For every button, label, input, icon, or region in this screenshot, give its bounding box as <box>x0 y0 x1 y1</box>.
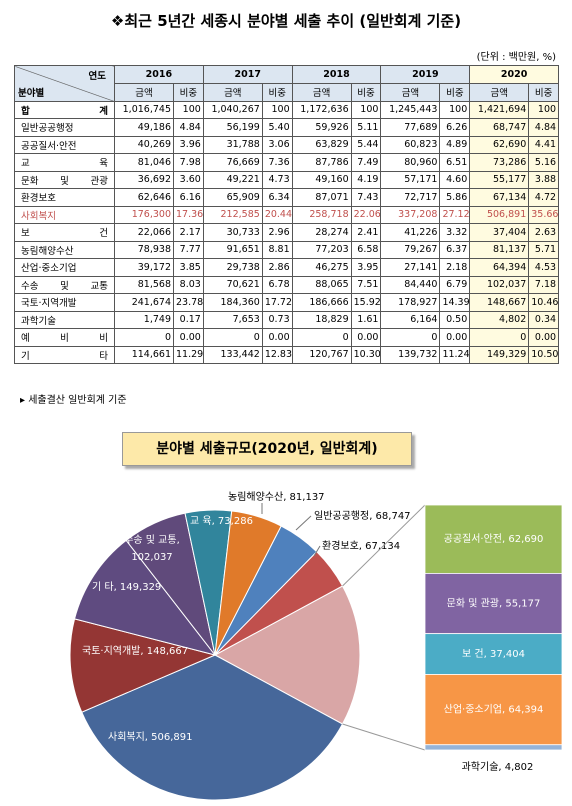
cell: 5.16 <box>528 153 560 172</box>
leader-line <box>313 545 321 557</box>
cell: 139,732 <box>380 345 441 364</box>
cell: 0.00 <box>528 328 560 347</box>
pie-label: 농림해양수산, 81,137 <box>228 490 325 503</box>
cell: 31,788 <box>202 135 263 154</box>
year: 2020 <box>469 65 560 84</box>
chart-title: 분야별 세출규모(2020년, 일반회계) <box>122 432 412 466</box>
cell: 1,040,267 <box>202 100 263 119</box>
sub-header: 비중 <box>173 83 204 102</box>
cell: 2.63 <box>528 223 560 242</box>
cell: 37,404 <box>469 223 530 242</box>
pie-slice <box>81 654 344 801</box>
cell: 114,661 <box>114 345 174 364</box>
row: 일반공공행정 49,186 4.84 56,199 5.40 59,926 5.11 77,6… <box>14 118 560 137</box>
bar-label: 공공질서·안전, 62,690 <box>444 533 544 545</box>
title: ❖최근 5년간 세종시 분야별 세출 추이 (일반회계 기준) <box>110 12 462 30</box>
bar-label: 과학기술, 4,802 <box>462 761 534 773</box>
row: 기 타 114,661 11.29 133,442 12.83 120,767 10.30 1… <box>14 345 560 364</box>
sub-header: 비중 <box>528 83 560 102</box>
cell: 1,421,694 <box>469 100 530 119</box>
cell: 10.46 <box>528 293 560 312</box>
row: 농림해양수산 78,938 7.77 91,651 8.81 77,203 6.58 79,2… <box>14 240 560 259</box>
note: ▸ 세출결산 일반회계 기준 <box>20 395 127 406</box>
sub-row: 금액 비중 금액 비중 금액 비중 금액 비중 금액 비중 <box>15 83 560 102</box>
sub-header: 금액 <box>291 83 352 102</box>
bar-label: 산업·중소기업, 64,394 <box>444 703 544 716</box>
connector <box>342 723 426 751</box>
cell: 4,802 <box>469 310 530 329</box>
pie-slice <box>73 539 217 656</box>
year-row: 연도 분야별 2016 2017 2018 2019 2020 <box>14 65 560 102</box>
sub-header: 비중 <box>261 83 293 102</box>
row: 과학기술 1,749 0.17 7,653 0.73 18,829 1.61 6,164 0.5… <box>14 310 560 329</box>
corner-top: 연도 <box>88 71 106 82</box>
bar-segment <box>424 573 563 635</box>
year: 2017 <box>202 65 293 84</box>
year: 2018 <box>291 65 382 84</box>
note-text: 세출결산 일반회계 기준 <box>28 395 127 406</box>
cell: 148,667 <box>469 293 530 312</box>
cell: 149,329 <box>469 345 530 364</box>
year: 2016 <box>114 65 204 84</box>
year: 2019 <box>380 65 471 84</box>
pie-label: 기 타, 149,329 <box>92 581 161 593</box>
row: 환경보호 62,646 6.16 65,909 6.34 87,071 7.43 72,717… <box>14 188 560 207</box>
row-name: 기 타 <box>14 345 115 364</box>
cell: 81,137 <box>469 240 530 259</box>
pie-label: 일반공공행정, 68,747 <box>314 510 411 522</box>
connector <box>342 504 426 587</box>
bar-label: 보 건, 37,404 <box>462 648 525 660</box>
table: 연도 분야별 2016 2017 2018 2019 2020 금액 비중 금액 비중 금액 비중 금액 비… <box>14 65 560 364</box>
pie-label: 사회복지, 506,891 <box>108 731 193 743</box>
sub-header: 금액 <box>114 83 174 102</box>
unit: (단위 : 백만원, %) <box>476 52 556 63</box>
corner-bottom: 분야별 <box>18 87 45 99</box>
sub-header: 비중 <box>350 83 382 102</box>
cell: 5.71 <box>528 240 560 259</box>
cell: 35.66 <box>528 205 560 224</box>
row: 합 계 1,016,745 100 1,040,267 100 1,172,636 100 1… <box>14 100 560 119</box>
row: 산업·중소기업 39,172 3.85 29,738 2.86 46,275 3.95 27,… <box>14 258 560 277</box>
cell: 133,442 <box>202 345 263 364</box>
row: 예 비 비 0 0.00 0 0.00 0 0.00 0 0.00 0 0.00 <box>14 328 560 347</box>
cell: 120,767 <box>291 345 352 364</box>
bar-segment <box>424 674 563 746</box>
bar-label: 문화 및 관광, 55,177 <box>447 598 541 610</box>
pie-label: 교 육, 73,286 <box>190 515 253 527</box>
pie-label: 수송 및 교통, 102,037 <box>124 534 180 563</box>
cell: 102,037 <box>469 275 530 294</box>
pie-slice <box>69 618 217 713</box>
row: 교 육 81,046 7.98 76,669 7.36 87,786 7.49 80,960 6… <box>14 153 560 172</box>
cell: 12.83 <box>261 345 293 364</box>
pie-slice-other <box>213 585 361 725</box>
pie-label: 국토·지역개발, 148,667 <box>82 645 188 657</box>
cell: 10.50 <box>528 345 560 364</box>
sub-header: 금액 <box>380 83 441 102</box>
bar-segment <box>424 744 563 751</box>
cell: 67,134 <box>469 188 530 207</box>
cell: 73,286 <box>469 153 530 172</box>
row: 보 건 22,066 2.17 30,733 2.96 28,274 2.41 41,226 3… <box>14 223 560 242</box>
sub-header: 금액 <box>469 83 530 102</box>
cell: 68,747 <box>469 118 530 137</box>
cell: 0 <box>469 328 530 347</box>
cell: 506,891 <box>469 205 530 224</box>
leader-line <box>295 515 312 531</box>
cell: 7.18 <box>528 275 560 294</box>
row: 국토·지역개발 241,674 23.78 184,360 17.72 186,666 15… <box>14 293 560 312</box>
bar-segment <box>424 633 563 675</box>
